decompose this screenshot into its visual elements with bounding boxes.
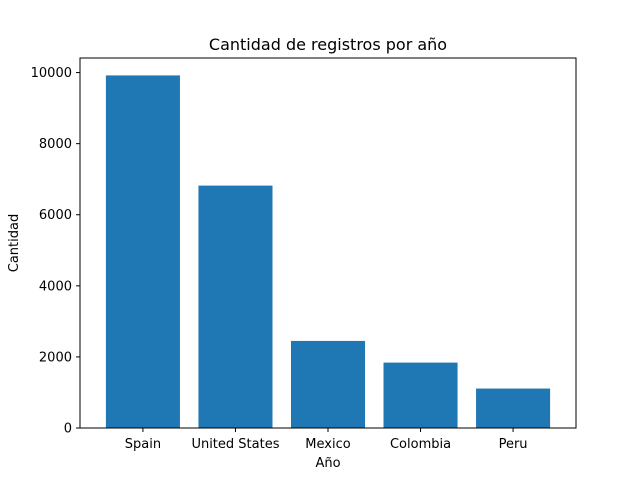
- bar-peru: [476, 388, 551, 428]
- bar-united-states: [198, 185, 273, 428]
- x-tick-label: Colombia: [390, 437, 451, 452]
- chart-title: Cantidad de registros por año: [209, 35, 447, 54]
- y-tick-label: 2000: [39, 350, 72, 365]
- y-tick-label: 10000: [31, 66, 72, 81]
- x-tick-label: Mexico: [305, 437, 350, 452]
- x-tick-label: Peru: [499, 437, 528, 452]
- x-axis-label: Año: [315, 456, 340, 471]
- y-tick-label: 8000: [39, 137, 72, 152]
- y-tick-label: 6000: [39, 208, 72, 223]
- x-tick-label: Spain: [125, 437, 161, 452]
- y-tick-label: 0: [64, 422, 72, 437]
- bar-colombia: [383, 362, 458, 428]
- y-axis-label: Cantidad: [7, 214, 22, 272]
- x-tick-label: United States: [191, 437, 279, 452]
- bar-mexico: [290, 340, 366, 428]
- plot-frame: [79, 57, 577, 429]
- y-tick-label: 4000: [39, 279, 72, 294]
- y-ticks: 0 2000 4000 6000 8000 10000: [31, 66, 80, 437]
- x-ticks: Spain United States Mexico Colombia Peru: [125, 428, 528, 452]
- bars-layer: [105, 75, 551, 429]
- bar-spain: [105, 75, 180, 429]
